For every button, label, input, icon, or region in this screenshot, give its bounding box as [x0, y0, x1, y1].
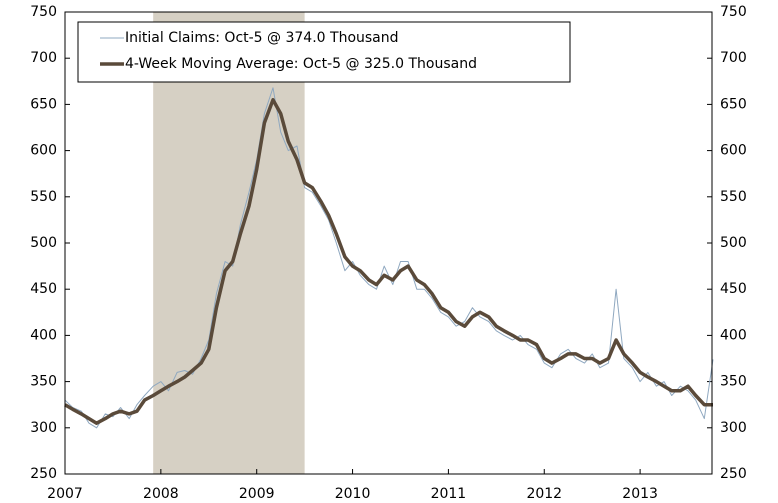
x-tick-label: 2010	[335, 486, 371, 502]
legend-label: Initial Claims: Oct-5 @ 374.0 Thousand	[125, 30, 399, 46]
y2-tick-label: 700	[720, 50, 747, 66]
series-line	[64, 87, 714, 429]
y-tick-label: 350	[30, 374, 57, 390]
y-tick-label: 400	[30, 327, 57, 343]
plot-frame	[64, 11, 713, 475]
y2-tick-label: 350	[720, 374, 747, 390]
series-line	[64, 98, 713, 425]
x-tick-label: 2008	[143, 486, 179, 502]
y-tick-label: 700	[30, 50, 57, 66]
y-tick-label: 650	[30, 96, 57, 112]
recession-shade	[153, 12, 305, 474]
y-tick-label: 500	[30, 235, 57, 251]
y2-tick-label: 650	[720, 96, 747, 112]
legend-box	[77, 21, 571, 83]
y2-tick-label: 550	[720, 189, 747, 205]
y-tick-label: 600	[30, 143, 57, 159]
y-tick-label: 250	[30, 466, 57, 482]
y2-tick-label: 250	[720, 466, 747, 482]
y2-tick-label: 400	[720, 327, 747, 343]
x-tick-label: 2012	[526, 486, 562, 502]
x-tick-label: 2009	[239, 486, 275, 502]
y2-tick-label: 450	[720, 281, 747, 297]
x-tick-label: 2007	[47, 486, 83, 502]
y2-tick-label: 600	[720, 143, 747, 159]
y-tick-label: 550	[30, 189, 57, 205]
x-tick-label: 2013	[622, 486, 658, 502]
y2-tick-label: 750	[720, 4, 747, 20]
legend-label: 4-Week Moving Average: Oct-5 @ 325.0 Tho…	[125, 56, 477, 72]
y-tick-label: 300	[30, 420, 57, 436]
y-tick-label: 750	[30, 4, 57, 20]
y2-tick-label: 300	[720, 420, 747, 436]
y2-tick-label: 500	[720, 235, 747, 251]
x-tick-label: 2011	[431, 486, 467, 502]
y-tick-label: 450	[30, 281, 57, 297]
